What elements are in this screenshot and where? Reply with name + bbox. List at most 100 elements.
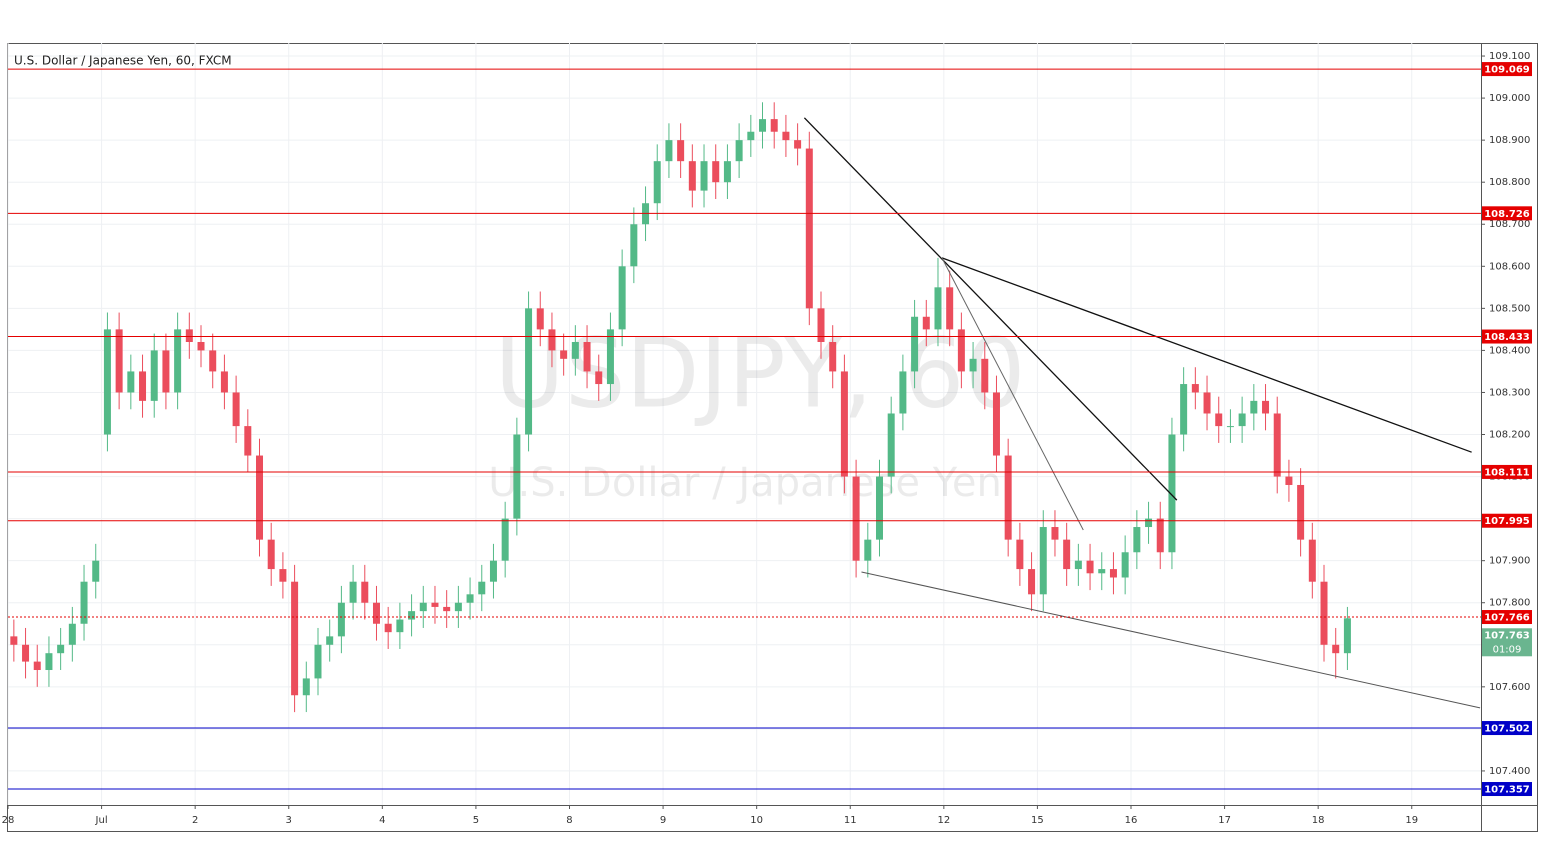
level-label: 108.111 xyxy=(1484,467,1530,478)
candle-body xyxy=(443,606,451,612)
x-tick-label: 12 xyxy=(937,815,950,826)
candle-body xyxy=(408,611,416,620)
candle-body xyxy=(419,602,427,612)
candle-body xyxy=(665,140,673,162)
candle-body xyxy=(583,341,591,372)
candle-body xyxy=(92,560,100,582)
candle-body xyxy=(1086,560,1094,574)
candle-body xyxy=(197,341,205,351)
level-label-box xyxy=(1482,464,1532,479)
candle-body xyxy=(337,602,345,637)
candle-body xyxy=(1308,539,1316,582)
x-tick-label: 8 xyxy=(566,815,572,826)
x-tick-label: 10 xyxy=(750,815,763,826)
candle-body xyxy=(1168,434,1176,553)
y-tick-label: 108.900 xyxy=(1489,135,1530,146)
level-label: 108.433 xyxy=(1484,332,1530,343)
candle-body xyxy=(712,161,720,183)
y-tick-label: 108.600 xyxy=(1489,261,1530,272)
y-tick-label: 107.400 xyxy=(1489,766,1530,777)
candle-body xyxy=(115,329,123,393)
y-tick-label: 107.800 xyxy=(1489,598,1530,609)
candle-body xyxy=(372,602,380,624)
candle-body xyxy=(747,131,755,141)
candle-body xyxy=(1343,618,1351,654)
y-tick-label: 108.200 xyxy=(1489,430,1530,441)
candle-body xyxy=(840,371,848,477)
candle-body xyxy=(466,594,474,603)
candle-body xyxy=(396,619,404,633)
x-tick-label: 11 xyxy=(844,815,857,826)
level-label: 107.766 xyxy=(1484,613,1530,624)
y-tick-label: 108.400 xyxy=(1489,345,1530,356)
x-tick-label: 4 xyxy=(379,815,385,826)
level-label-box xyxy=(1482,513,1532,528)
candle-body xyxy=(127,371,135,393)
level-label-box xyxy=(1482,62,1532,77)
candle-body xyxy=(244,426,252,456)
candle-body xyxy=(618,266,626,330)
candle-body xyxy=(688,161,696,191)
countdown-label: 01:09 xyxy=(1493,644,1522,655)
level-label: 109.069 xyxy=(1484,65,1530,76)
watermark-subtitle: U.S. Dollar / Japanese Yen xyxy=(488,460,1002,506)
candle-body xyxy=(22,644,30,662)
candle-body xyxy=(1051,527,1059,540)
x-tick-label: 9 xyxy=(660,815,666,826)
candle-body xyxy=(911,316,919,372)
candle-body xyxy=(1297,484,1305,540)
chart-frame xyxy=(7,43,1538,832)
candle-body xyxy=(606,329,614,385)
candle-body xyxy=(1004,455,1012,540)
candle-body xyxy=(794,140,802,149)
trend-line xyxy=(803,117,1178,501)
candle-body xyxy=(220,371,228,393)
candle-body xyxy=(431,602,439,607)
candle-body xyxy=(630,224,638,267)
candle-body xyxy=(548,329,556,351)
candle-body xyxy=(279,569,287,582)
x-tick-label: 2 xyxy=(192,815,198,826)
candle-body xyxy=(45,653,53,671)
candle-body xyxy=(560,350,568,359)
level-label-box xyxy=(1482,782,1532,797)
candle-body xyxy=(1273,413,1281,477)
level-label-box xyxy=(1482,329,1532,344)
candle-body xyxy=(1063,539,1071,570)
level-label: 107.502 xyxy=(1484,724,1530,735)
level-label-box xyxy=(1482,721,1532,736)
candle-body xyxy=(864,539,872,561)
y-tick-label: 109.100 xyxy=(1489,51,1530,62)
candle-body xyxy=(80,581,88,624)
trend-line xyxy=(861,571,1481,709)
candle-body xyxy=(653,161,661,204)
candle-body xyxy=(513,434,521,519)
candle-body xyxy=(946,287,954,330)
candle-body xyxy=(185,329,193,342)
level-label-box xyxy=(1482,610,1532,625)
last-price-box xyxy=(1482,628,1532,657)
candle-body xyxy=(384,623,392,633)
candle-body xyxy=(291,581,299,696)
candle-body xyxy=(1180,384,1188,435)
candle-body xyxy=(957,329,965,372)
candle-body xyxy=(256,455,264,540)
x-tick-label: 17 xyxy=(1218,815,1231,826)
candle-body xyxy=(1332,644,1340,654)
candle-body xyxy=(454,602,462,612)
candle-body xyxy=(887,413,895,477)
x-tick-label: 28 xyxy=(2,815,15,826)
candle-body xyxy=(489,560,497,582)
candle-body xyxy=(1074,560,1082,570)
y-tick-label: 108.800 xyxy=(1489,177,1530,188)
candle-body xyxy=(981,358,989,393)
candle-body xyxy=(571,341,579,359)
trend-line xyxy=(941,257,1472,453)
candle-body xyxy=(922,316,930,330)
candle-body xyxy=(1320,581,1328,645)
candle-body xyxy=(595,371,603,385)
candle-body xyxy=(349,581,357,603)
candle-body xyxy=(150,350,158,401)
x-tick-label: 19 xyxy=(1405,815,1418,826)
